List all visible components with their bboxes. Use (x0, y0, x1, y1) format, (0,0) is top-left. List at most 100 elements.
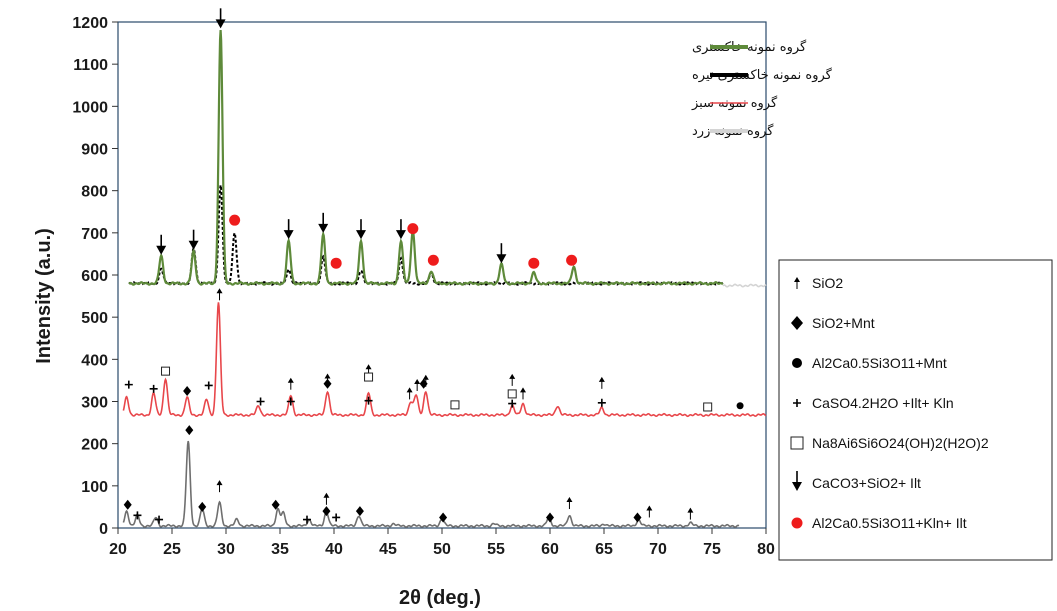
arrow-head (520, 387, 526, 393)
marker-red-dot (229, 214, 241, 226)
arrow-head (287, 377, 294, 383)
y-tick-label: 200 (81, 437, 108, 454)
marker-red-dot (566, 254, 578, 266)
marker-arrow-up (509, 373, 516, 386)
marker-diamond (419, 378, 428, 389)
marker-arrow-up (646, 505, 653, 518)
y-axis-title: Intensity (a.u.) (33, 228, 55, 364)
arrow-head (188, 240, 199, 250)
series-line (128, 30, 724, 286)
arrow-head (324, 373, 331, 379)
phase-key-entry: SiO2 (794, 275, 843, 291)
x-tick-label: 50 (433, 541, 451, 558)
marker-plus (155, 515, 164, 524)
arrow-head (156, 245, 167, 255)
phase-key-entry: CaCO3+SiO2+ Ilt (792, 471, 921, 491)
x-tick-label: 40 (325, 541, 343, 558)
marker-plus (133, 511, 142, 520)
marker-plus (256, 397, 265, 406)
phase-key-label: SiO2+Mnt (812, 315, 875, 331)
y-tick-label: 1100 (73, 57, 108, 74)
y-tick-label: 0 (99, 521, 108, 538)
marker-arrow-up (323, 492, 330, 505)
marker-arrow-down (395, 219, 406, 240)
marker-diamond (271, 499, 280, 510)
marker-red-dot (791, 517, 803, 529)
phase-key-label: Na8Ai6Si6O24(OH)2(H2O)2 (812, 435, 989, 451)
y-tick-label: 800 (81, 184, 108, 201)
y-tick-label: 400 (81, 352, 108, 369)
y-tick-label: 900 (81, 142, 108, 159)
axes: 20 25 30 35 40 45 50 55 60 65 70 75 8001002003004005… (72, 15, 775, 558)
marker-open-square (703, 402, 713, 412)
marker-diamond (546, 512, 554, 523)
x-tick-label: 45 (379, 541, 397, 558)
marker-red-dot (407, 223, 419, 235)
phase-key-entry: Na8Ai6Si6O24(OH)2(H2O)2 (790, 435, 989, 451)
marker-arrow-down (215, 8, 226, 29)
arrow-head (496, 254, 507, 264)
arrow-head (318, 223, 329, 233)
x-tick-label: 60 (541, 541, 559, 558)
marker-plus (332, 513, 341, 522)
arrow-head (422, 374, 429, 380)
marker-diamond (185, 425, 194, 436)
phase-key-label: SiO2 (812, 275, 843, 291)
marker-red-dot (330, 257, 342, 269)
arrow-head (792, 482, 802, 491)
marker-diamond (355, 506, 364, 517)
marker-diamond (791, 316, 803, 330)
arrow-head (598, 376, 605, 382)
arrow-head (794, 277, 800, 282)
marker-diamond (123, 499, 132, 510)
marker-red-dot (528, 257, 540, 269)
arrow-head (356, 230, 366, 240)
marker-arrow-up (794, 277, 800, 289)
arrow-head (283, 230, 294, 240)
legend-label: گروه نمونه خاکستری تیره (692, 67, 833, 83)
marker-black-dot (736, 402, 744, 410)
arrow-head (216, 480, 223, 486)
x-tick-label: 35 (271, 541, 289, 558)
marker-diamond (183, 385, 192, 396)
arrow-head (566, 497, 573, 503)
series-line (122, 440, 740, 528)
phase-key-label: Al2Ca0.5Si3O11+Mnt (812, 355, 947, 371)
marker-arrow-up (598, 376, 605, 389)
marker-plus (597, 398, 606, 407)
marker-plus (793, 399, 801, 407)
legend-label: گروه نمونه خاکستری (692, 39, 807, 55)
marker-diamond (198, 501, 207, 512)
marker-open-square (161, 366, 171, 376)
arrow-head (216, 288, 223, 294)
marker-plus (149, 384, 158, 393)
marker-diamond (633, 512, 642, 523)
x-tick-label: 65 (595, 541, 613, 558)
marker-plus (508, 399, 517, 408)
phase-key-entry: Al2Ca0.5Si3O11+Kln+ Ilt (791, 515, 967, 531)
marker-arrow-up (687, 507, 694, 520)
marker-arrow-down (496, 243, 507, 264)
phase-key-box (778, 259, 1053, 561)
y-tick-label: 1200 (72, 15, 108, 32)
marker-black-dot (792, 358, 802, 368)
y-tick-label: 100 (81, 479, 108, 496)
arrow-head (365, 364, 372, 370)
marker-arrow-down (356, 219, 366, 240)
y-tick-label: 600 (81, 268, 108, 285)
marker-plus (204, 381, 213, 390)
marker-open-square (364, 372, 374, 382)
marker-arrow-up (414, 378, 421, 391)
series-layer (122, 30, 767, 528)
arrow-head (395, 230, 406, 240)
phase-key-label: CaCO3+SiO2+ Ilt (812, 475, 921, 491)
x-tick-label: 55 (487, 541, 505, 558)
phase-key-entry: SiO2+Mnt (791, 315, 875, 331)
legend: گروه نمونه خاکستری گروه نمونه خاکستری تیر… (691, 39, 833, 139)
y-tick-label: 1000 (72, 99, 108, 116)
arrow-head (406, 387, 413, 393)
arrow-head (509, 373, 516, 379)
marker-red-dot (427, 254, 439, 266)
arrow-head (323, 492, 330, 498)
marker-diamond (323, 378, 332, 389)
